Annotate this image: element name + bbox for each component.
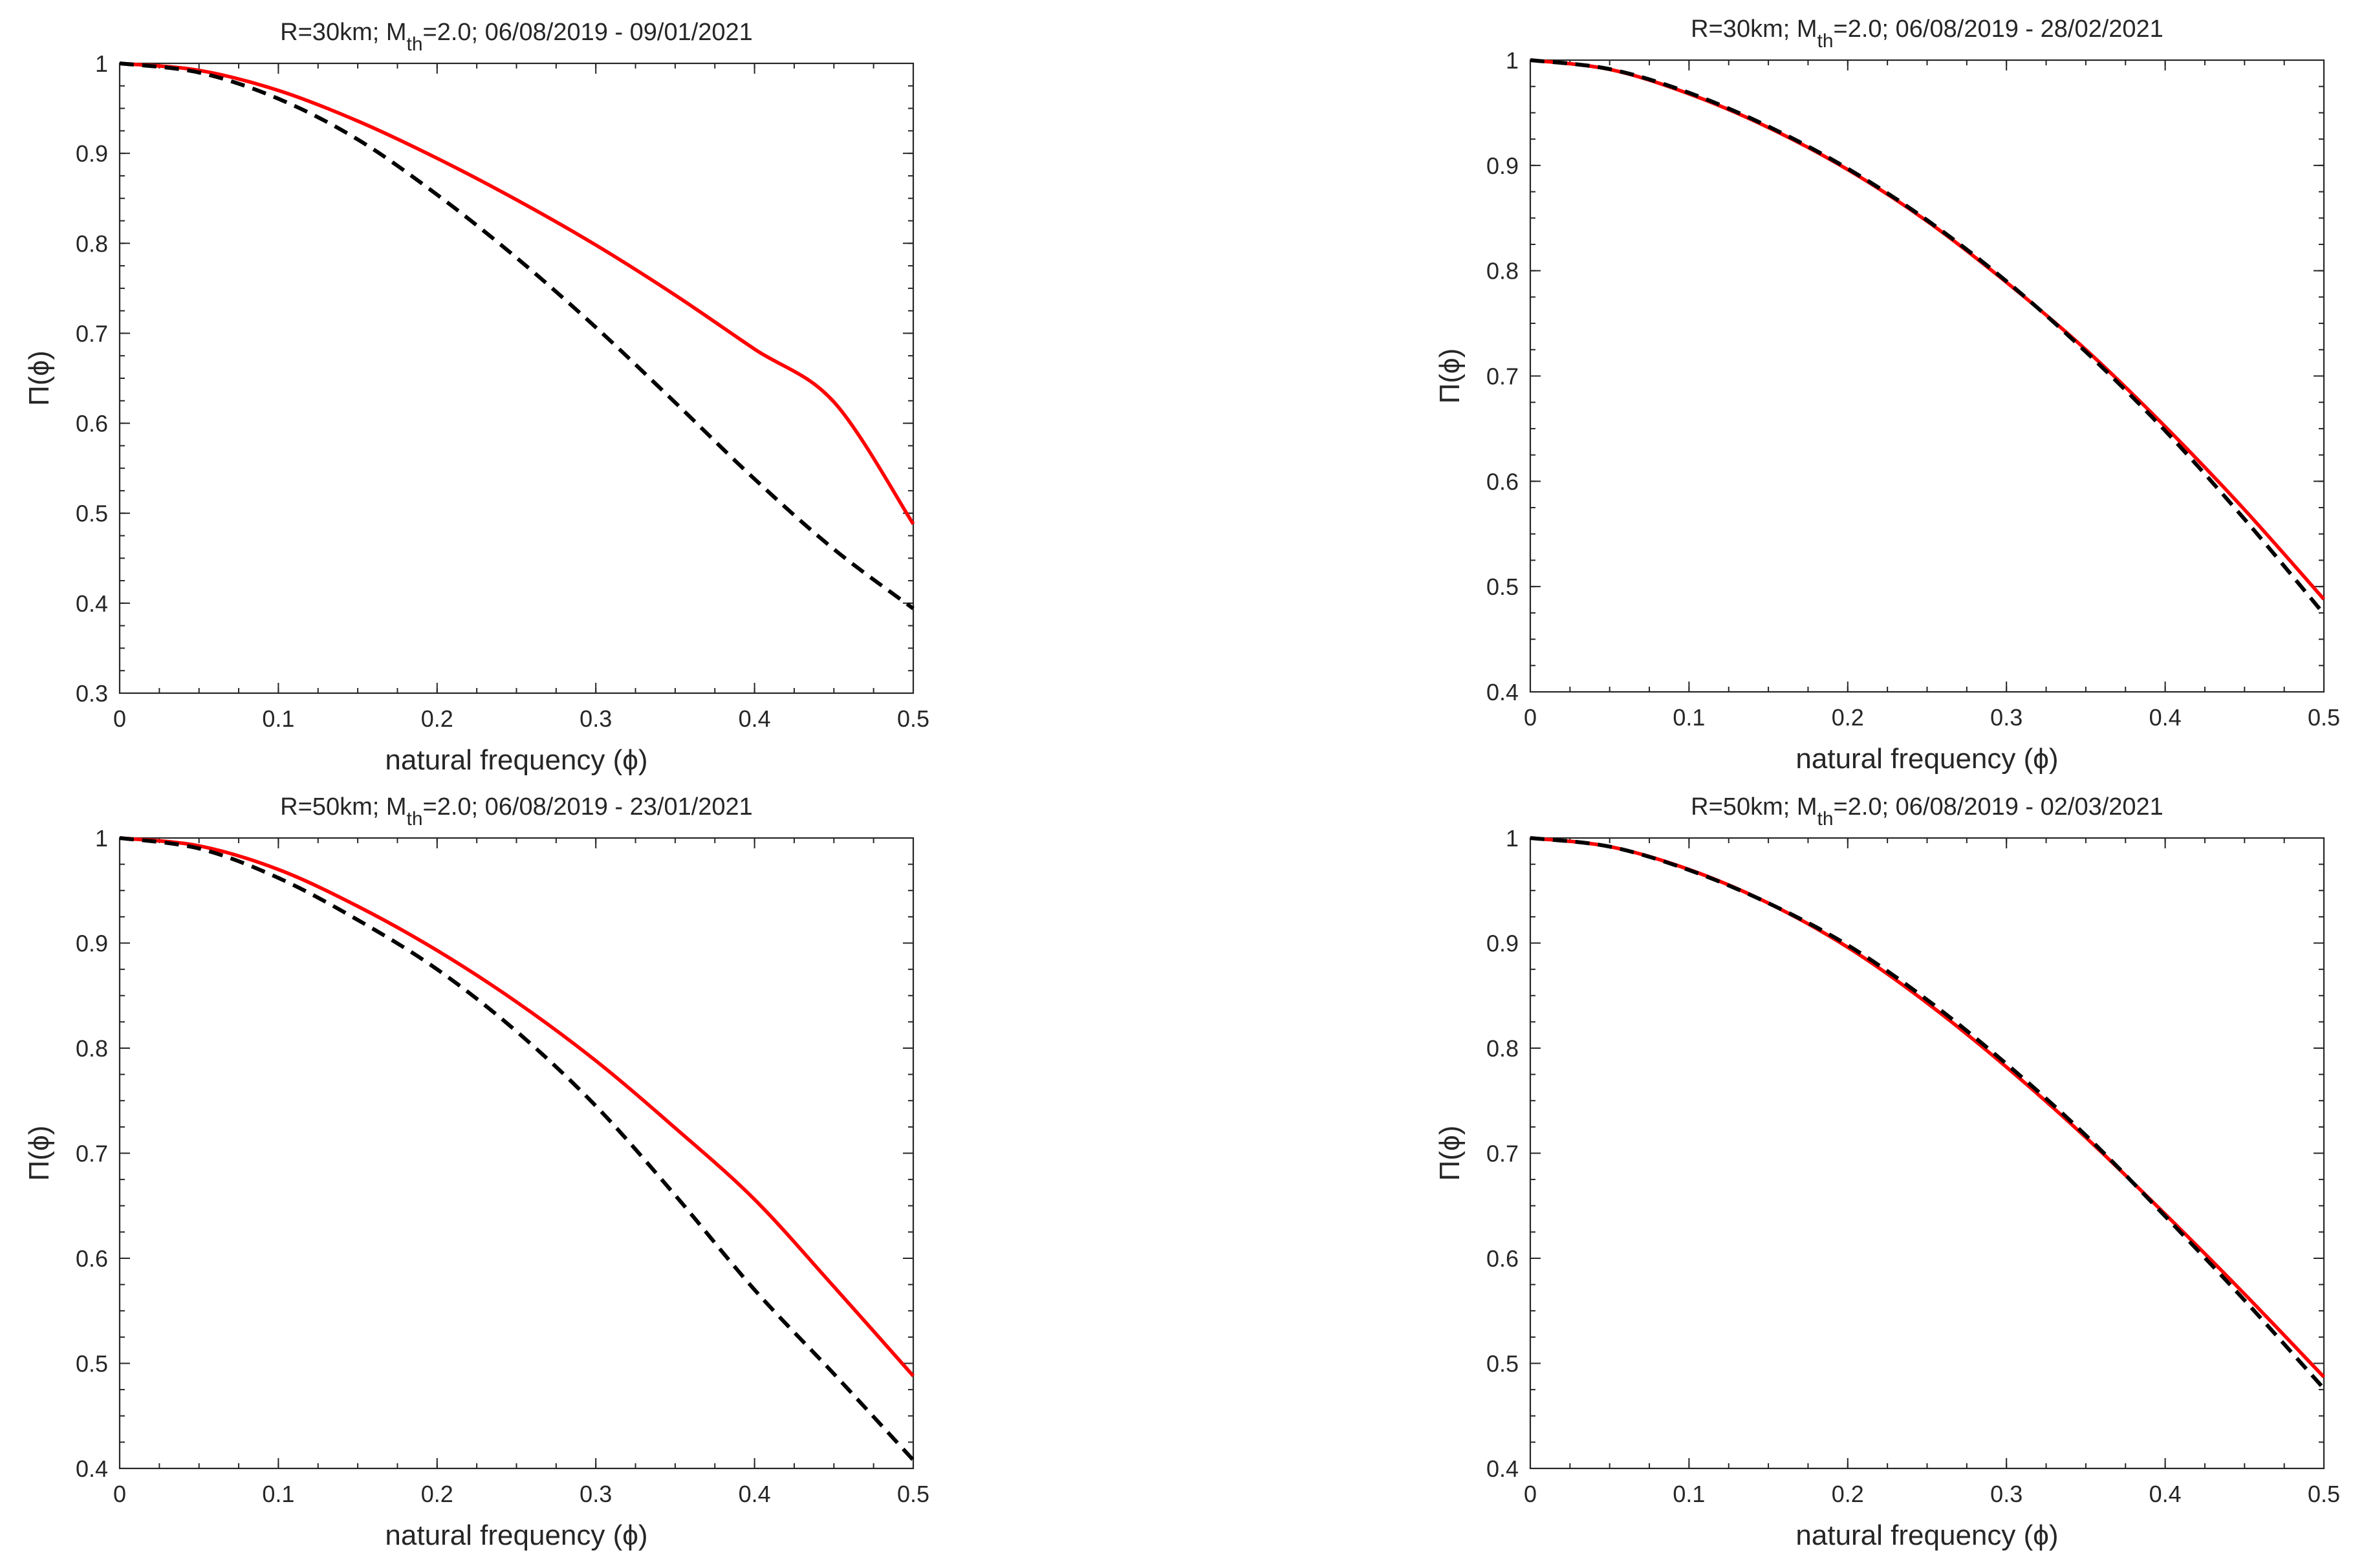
y-tick-label: 0.9 — [1486, 153, 1519, 179]
x-tick-label: 0.4 — [2149, 704, 2182, 731]
y-tick-label: 0.4 — [1486, 679, 1519, 705]
y-tick-label: 0.9 — [76, 930, 108, 957]
series-line-black-dashed — [119, 836, 915, 1462]
x-tick-label: 0.3 — [580, 705, 612, 732]
x-tick-label: 0.4 — [2149, 1481, 2182, 1507]
y-tick-label: 0.5 — [76, 500, 108, 527]
y-tick-label: 1 — [95, 825, 108, 852]
x-tick-label: 0.1 — [1673, 1481, 1705, 1507]
y-tick-label: 0.8 — [1486, 1035, 1519, 1062]
y-tick-label: 0.5 — [1486, 1351, 1519, 1377]
y-tick-label: 0.7 — [1486, 1141, 1519, 1167]
y-tick-label: 0.8 — [76, 230, 108, 257]
y-tick-label: 0.5 — [1486, 574, 1519, 600]
plot-area — [118, 837, 915, 1470]
y-tick-label: 1 — [1506, 47, 1519, 74]
panel-title: R=30km; Mth=2.0; 06/08/2019 - 09/01/2021 — [280, 19, 753, 55]
x-tick-label: 0.4 — [739, 1481, 771, 1507]
x-tick-label: 0.2 — [1832, 704, 1864, 731]
series-line-black-dashed — [119, 61, 915, 610]
x-tick-label: 0.2 — [421, 705, 453, 732]
y-axis-label: Π(ϕ) — [1434, 349, 1466, 404]
y-tick-label: 0.4 — [76, 590, 108, 617]
x-axis-label: natural frequency (ϕ) — [385, 1520, 647, 1551]
x-tick-label: 0.3 — [1990, 704, 2022, 731]
y-tick-label: 0.9 — [76, 140, 108, 167]
y-tick-label: 0.4 — [76, 1455, 108, 1482]
series-line-red-solid — [119, 836, 915, 1377]
panel-title: R=30km; Mth=2.0; 06/08/2019 - 28/02/2021 — [1691, 16, 2163, 52]
title-subscript: th — [1817, 30, 1834, 52]
panel-title: R=50km; Mth=2.0; 06/08/2019 - 02/03/2021 — [1691, 793, 2163, 830]
y-tick-label: 0.8 — [1486, 258, 1519, 285]
title-subscript: th — [1817, 808, 1834, 830]
x-tick-label: 0.4 — [739, 705, 771, 732]
panel-title: R=50km; Mth=2.0; 06/08/2019 - 23/01/2021 — [280, 793, 753, 830]
x-tick-label: 0 — [1524, 1481, 1537, 1507]
x-tick-label: 0 — [1524, 704, 1537, 731]
y-tick-label: 0.6 — [76, 1245, 108, 1272]
plot-area — [1529, 837, 2325, 1470]
x-tick-label: 0 — [113, 705, 126, 732]
plot-area — [118, 62, 915, 694]
y-tick-label: 0.6 — [1486, 468, 1519, 495]
y-tick-label: 0.8 — [76, 1035, 108, 1062]
x-tick-label: 0 — [113, 1481, 126, 1507]
title-subscript: th — [407, 808, 423, 830]
x-axis-label: natural frequency (ϕ) — [1795, 743, 2058, 775]
x-axis-label: natural frequency (ϕ) — [385, 744, 647, 776]
y-tick-label: 1 — [95, 50, 108, 77]
chart-panel-1: 0 0.1 0.2 0.3 0.4 0.5 0.3 0.4 0.5 0.6 0.7 0.8 0.9 1 R=… — [23, 19, 929, 776]
x-tick-label: 0.5 — [2308, 1481, 2340, 1507]
y-tick-label: 0.3 — [76, 680, 108, 707]
y-tick-label: 0.9 — [1486, 930, 1519, 957]
y-tick-label: 0.7 — [1486, 363, 1519, 390]
series-line-black-dashed — [1530, 58, 2326, 616]
plot-area — [1529, 59, 2325, 693]
x-axis-label: natural frequency (ϕ) — [1795, 1520, 2058, 1551]
y-tick-label: 0.7 — [76, 1141, 108, 1167]
y-tick-label: 0.6 — [76, 411, 108, 437]
chart-panel-4: 0 0.1 0.2 0.3 0.4 0.5 0.4 0.5 0.6 0.7 0.8 0.9 1 R=50k… — [1434, 793, 2340, 1551]
x-tick-label: 0.5 — [897, 705, 929, 732]
series-line-red-solid — [119, 61, 915, 525]
x-tick-label: 0.2 — [421, 1481, 453, 1507]
x-tick-label: 0.1 — [262, 1481, 294, 1507]
y-tick-label: 0.6 — [1486, 1245, 1519, 1272]
chart-panel-3: 0 0.1 0.2 0.3 0.4 0.5 0.4 0.5 0.6 0.7 0.8 0.9 1 R=50k… — [23, 793, 929, 1551]
x-tick-label: 0.1 — [262, 705, 294, 732]
y-axis-label: Π(ϕ) — [1434, 1126, 1466, 1181]
x-tick-label: 0.2 — [1832, 1481, 1864, 1507]
x-tick-label: 0.3 — [580, 1481, 612, 1507]
x-tick-label: 0.5 — [897, 1481, 929, 1507]
x-tick-label: 0.1 — [1673, 704, 1705, 731]
y-tick-label: 1 — [1506, 825, 1519, 852]
series-line-black-dashed — [1530, 836, 2326, 1390]
x-tick-label: 0.3 — [1990, 1481, 2022, 1507]
x-tick-label: 0.5 — [2308, 704, 2340, 731]
title-subscript: th — [407, 34, 423, 55]
y-axis-label: Π(ϕ) — [23, 350, 55, 406]
y-axis-label: Π(ϕ) — [23, 1126, 55, 1181]
chart-panel-2: 0 0.1 0.2 0.3 0.4 0.5 0.4 0.5 0.6 0.7 0.8 0.9 1 R=30k… — [1434, 16, 2340, 775]
y-tick-label: 0.4 — [1486, 1455, 1519, 1482]
y-tick-label: 0.5 — [76, 1351, 108, 1377]
y-tick-label: 0.7 — [76, 320, 108, 347]
